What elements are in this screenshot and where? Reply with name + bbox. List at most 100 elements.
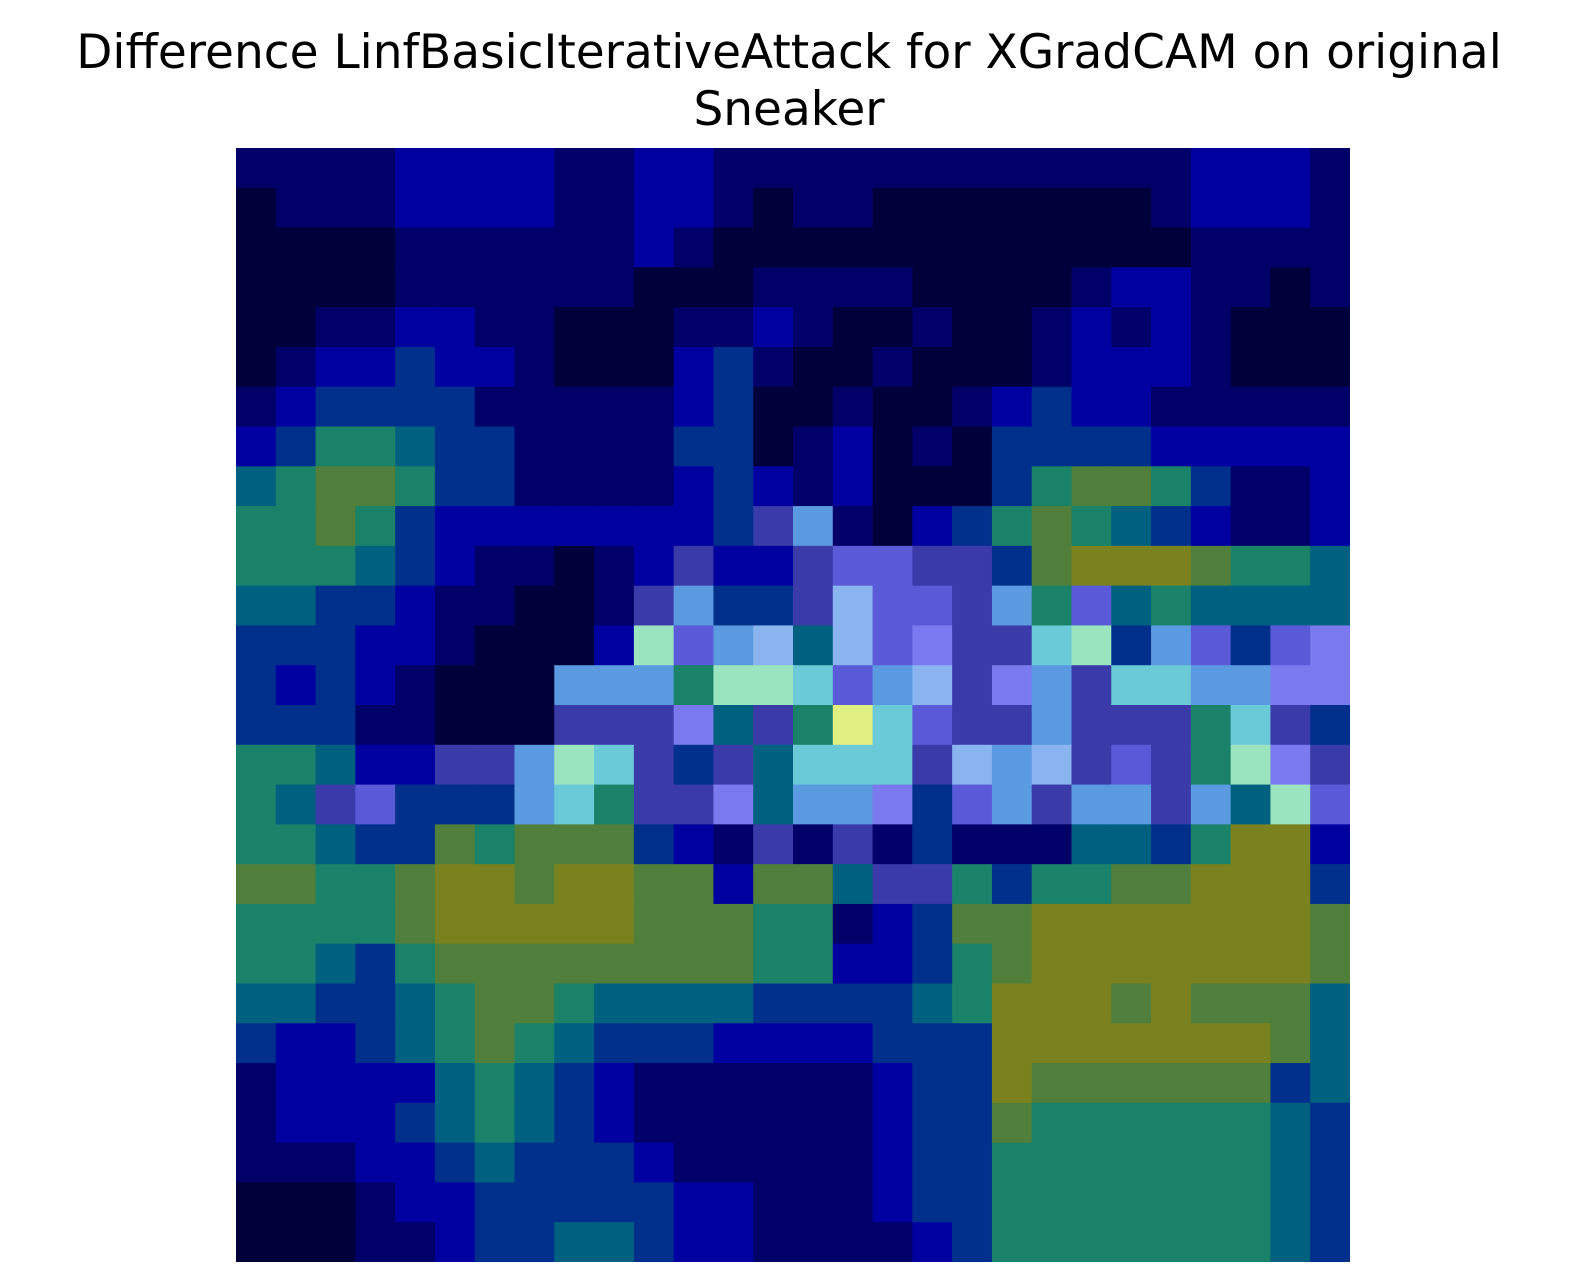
heatmap-cell — [912, 545, 953, 587]
heatmap-cell — [395, 148, 436, 189]
heatmap-cell — [673, 346, 715, 388]
heatmap-cell — [1111, 784, 1152, 825]
heatmap-cell — [832, 466, 874, 507]
heatmap-cell — [236, 1023, 277, 1064]
heatmap-cell — [952, 466, 993, 507]
heatmap-cell — [594, 1063, 635, 1104]
heatmap-cell — [514, 148, 555, 189]
heatmap-cell — [395, 744, 436, 786]
heatmap-cell — [952, 1142, 993, 1184]
heatmap-cell — [872, 585, 913, 627]
heatmap-cell — [355, 824, 396, 865]
heatmap-cell — [1270, 187, 1311, 229]
heatmap-cell — [315, 824, 356, 865]
heatmap-cell — [395, 187, 436, 229]
heatmap-cell — [1270, 784, 1311, 825]
heatmap-cell — [832, 983, 874, 1024]
heatmap-cell — [355, 227, 396, 268]
heatmap-cell — [434, 1142, 476, 1184]
heatmap-cell — [793, 426, 834, 467]
heatmap-cell — [1270, 824, 1311, 865]
heatmap-cell — [633, 705, 675, 746]
heatmap-cell — [832, 665, 874, 706]
heatmap-cell — [713, 585, 754, 627]
heatmap-cell — [793, 466, 834, 507]
heatmap-cell — [991, 1063, 1033, 1104]
heatmap-cell — [236, 744, 277, 786]
heatmap-cell — [952, 386, 993, 428]
heatmap-cell — [912, 903, 953, 945]
heatmap-cell — [793, 1063, 834, 1104]
heatmap-cell — [554, 1023, 595, 1064]
heatmap-cell — [633, 1063, 675, 1104]
heatmap-cell — [991, 466, 1033, 507]
heatmap-cell — [355, 943, 396, 985]
heatmap-cell — [1031, 784, 1073, 825]
heatmap-cell — [275, 943, 317, 985]
heatmap-cell — [434, 585, 476, 627]
heatmap-cell — [1270, 665, 1311, 706]
heatmap-cell — [1190, 1063, 1232, 1104]
heatmap-cell — [474, 943, 516, 985]
heatmap-cell — [991, 267, 1033, 308]
heatmap-cell — [832, 1182, 874, 1223]
heatmap-cell — [832, 784, 874, 825]
heatmap-cell — [991, 864, 1033, 905]
heatmap-cell — [753, 545, 794, 587]
heatmap-cell — [1230, 227, 1272, 268]
heatmap-cell — [434, 943, 476, 985]
heatmap-cell — [554, 903, 595, 945]
heatmap-cell — [912, 864, 953, 905]
heatmap-cell — [236, 545, 277, 587]
heatmap-cell — [952, 346, 993, 388]
heatmap-cell — [355, 585, 396, 627]
heatmap-cell — [793, 744, 834, 786]
heatmap-cell — [1230, 705, 1272, 746]
heatmap-cell — [713, 1063, 754, 1104]
heatmap-cell — [753, 665, 794, 706]
heatmap-cell — [912, 1102, 953, 1144]
heatmap-cell — [1190, 267, 1232, 308]
heatmap-cell — [395, 426, 436, 467]
heatmap-cell — [713, 346, 754, 388]
heatmap-cell — [1151, 506, 1192, 547]
heatmap-cell — [554, 744, 595, 786]
heatmap-cell — [434, 705, 476, 746]
heatmap-cell — [1151, 705, 1192, 746]
heatmap-cell — [872, 665, 913, 706]
heatmap-cell — [1151, 307, 1192, 348]
heatmap-cell — [832, 943, 874, 985]
heatmap-cell — [1270, 267, 1311, 308]
heatmap-cell — [355, 386, 396, 428]
heatmap-cell — [713, 307, 754, 348]
heatmap-cell — [832, 346, 874, 388]
heatmap-cell — [275, 267, 317, 308]
heatmap-cell — [236, 864, 277, 905]
heatmap-cell — [832, 426, 874, 467]
heatmap-cell — [236, 983, 277, 1024]
heatmap-cell — [474, 386, 516, 428]
heatmap-cell — [753, 744, 794, 786]
heatmap-cell — [1230, 824, 1272, 865]
heatmap-cell — [832, 187, 874, 229]
heatmap-cell — [1310, 227, 1350, 268]
heatmap-cell — [991, 665, 1033, 706]
heatmap-cell — [912, 267, 953, 308]
heatmap-cell — [872, 784, 913, 825]
heatmap-cell — [554, 625, 595, 666]
heatmap-cell — [1270, 744, 1311, 786]
heatmap-cell — [793, 1222, 834, 1262]
heatmap-cell — [633, 227, 675, 268]
heatmap-cell — [594, 625, 635, 666]
heatmap-cell — [912, 426, 953, 467]
heatmap-cell — [991, 903, 1033, 945]
heatmap-cell — [554, 426, 595, 467]
heatmap-cell — [1071, 943, 1112, 985]
heatmap-cell — [952, 1182, 993, 1223]
heatmap-cell — [991, 227, 1033, 268]
heatmap-cell — [1151, 943, 1192, 985]
heatmap-cell — [594, 744, 635, 786]
heatmap-cell — [434, 744, 476, 786]
heatmap-cell — [952, 705, 993, 746]
heatmap-cell — [1310, 625, 1350, 666]
